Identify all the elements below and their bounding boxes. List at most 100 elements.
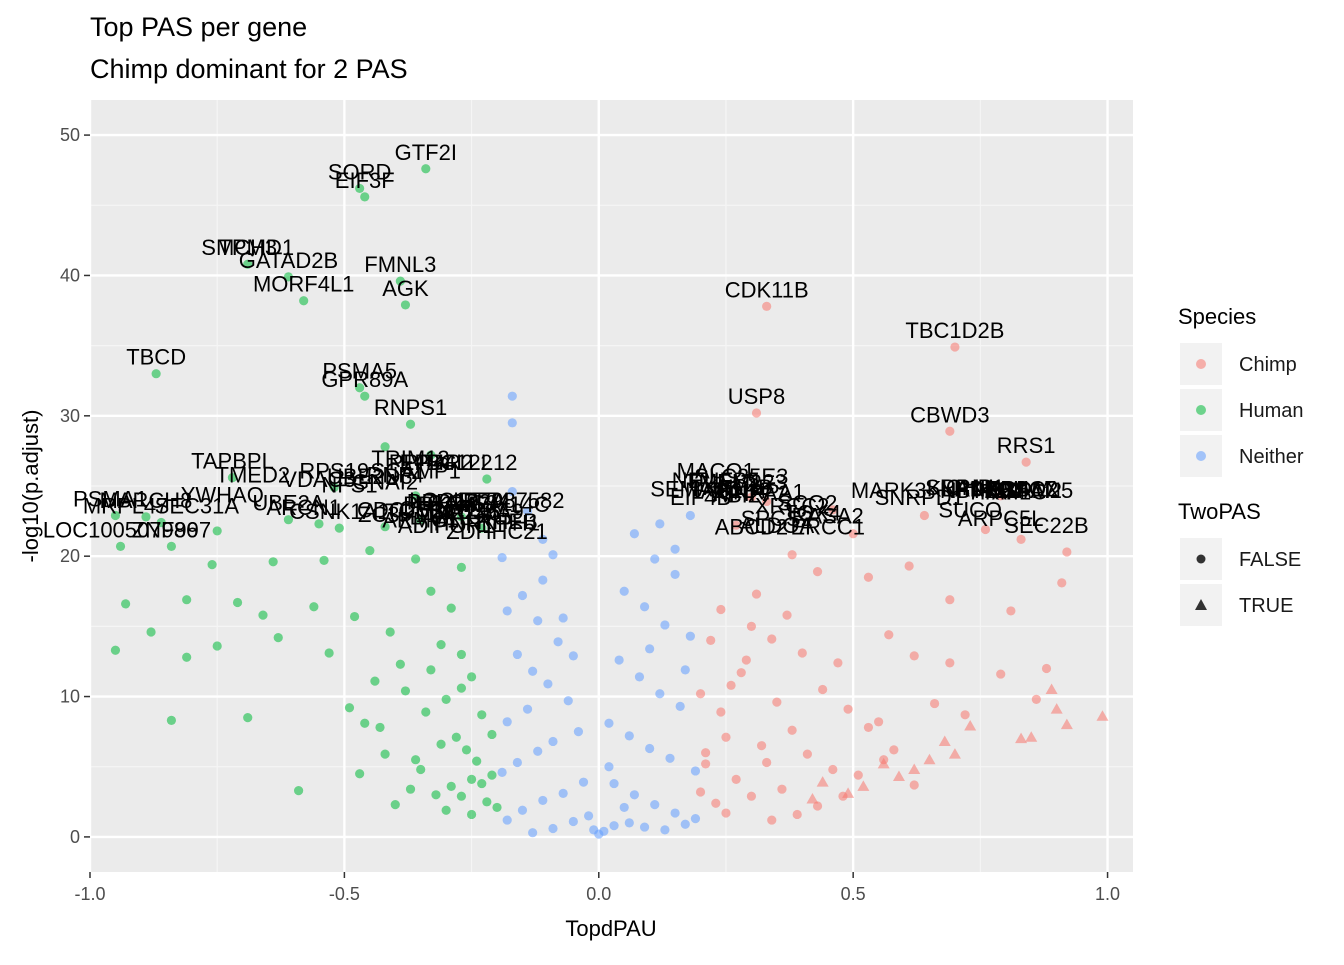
data-point — [497, 552, 507, 563]
data-point — [701, 748, 711, 758]
data-point — [670, 544, 680, 554]
gene-label: SNRPD1 — [875, 485, 964, 510]
legend-title: Species — [1178, 304, 1256, 329]
data-point — [466, 672, 477, 682]
data-point — [355, 183, 365, 194]
data-point — [502, 606, 512, 616]
data-point — [553, 637, 563, 647]
data-point — [421, 164, 431, 174]
data-point — [416, 764, 426, 775]
data-point — [334, 523, 344, 533]
legend-swatch-triangle — [1195, 599, 1207, 610]
legend-swatch — [1196, 359, 1206, 369]
data-point — [344, 703, 355, 713]
y-tick-label: 40 — [60, 265, 80, 285]
data-point — [812, 801, 823, 811]
data-point — [227, 472, 238, 483]
gene-label: RASA2 — [792, 503, 864, 528]
data-point-triangle — [938, 735, 951, 746]
gene-label: ARCN1 — [266, 495, 341, 520]
data-point — [563, 696, 573, 706]
gene-label: HNRNPH1 — [434, 510, 540, 535]
data-point — [767, 634, 777, 644]
data-point — [782, 610, 792, 620]
data-point — [690, 766, 701, 776]
data-point — [110, 645, 121, 655]
data-point — [380, 522, 390, 532]
gene-label: ANKRD17 — [955, 477, 1056, 502]
data-point — [243, 713, 253, 723]
data-point — [909, 780, 919, 790]
data-point — [405, 784, 416, 794]
data-point — [558, 613, 568, 623]
data-point — [212, 641, 222, 651]
data-point-triangle — [908, 763, 921, 775]
x-tick-label: 0.5 — [841, 884, 866, 904]
data-point — [980, 524, 991, 535]
data-point — [360, 192, 370, 202]
data-point — [436, 739, 446, 749]
gene-label: TRIM13 — [371, 446, 449, 471]
data-point — [945, 658, 955, 668]
data-point — [446, 781, 456, 791]
data-point — [680, 819, 690, 829]
data-point — [533, 746, 543, 756]
y-tick-label: 50 — [60, 125, 80, 145]
chart-title: Top PAS per gene — [90, 12, 307, 42]
data-point-triangle — [964, 720, 977, 731]
data-point — [355, 769, 365, 779]
gene-label: SEMA4C — [650, 477, 741, 502]
data-point — [655, 689, 665, 699]
legend-swatch — [1196, 451, 1206, 461]
data-point — [182, 652, 192, 662]
data-point — [950, 342, 960, 352]
data-point — [685, 631, 695, 641]
data-point — [456, 512, 467, 522]
data-point — [121, 599, 131, 609]
data-point — [818, 684, 828, 695]
gene-label: ADIPOR1 — [398, 513, 495, 538]
data-point — [487, 729, 497, 740]
data-point — [115, 541, 126, 551]
data-point — [619, 586, 629, 596]
data-point — [670, 808, 680, 818]
gene-label: RHEB — [477, 509, 538, 534]
gene-label: NBPF9 — [940, 478, 1011, 503]
data-point — [385, 627, 395, 637]
gene-label: MRPL47 — [83, 493, 169, 518]
data-point — [929, 698, 940, 709]
data-point — [874, 717, 884, 727]
gene-label: MACO1 — [677, 458, 755, 483]
gene-label: SLC35E3 — [694, 464, 788, 489]
data-point-triangle — [816, 776, 829, 787]
data-point — [528, 666, 538, 676]
data-point — [411, 491, 421, 501]
data-point — [741, 655, 751, 665]
data-point — [110, 510, 121, 521]
gene-label: IFT122 — [951, 478, 1021, 503]
data-point — [716, 604, 726, 615]
data-point — [599, 826, 609, 836]
data-point-triangle — [948, 748, 961, 759]
data-point — [548, 736, 558, 747]
data-point — [456, 562, 467, 573]
data-point — [670, 569, 680, 580]
data-point — [762, 301, 772, 311]
data-point — [1016, 534, 1026, 544]
data-point — [884, 630, 894, 640]
data-point — [477, 523, 487, 533]
data-point — [400, 686, 411, 696]
data-point — [996, 669, 1006, 679]
legend-label: Chimp — [1239, 354, 1297, 376]
gene-label: GPR89A — [321, 367, 408, 392]
data-point — [477, 778, 487, 789]
data-point — [517, 805, 528, 815]
data-point — [146, 627, 156, 637]
data-point — [777, 784, 787, 794]
data-point — [487, 770, 497, 780]
gene-label: EIF3F — [335, 168, 395, 193]
data-point — [634, 672, 645, 682]
data-point — [538, 575, 548, 585]
data-point — [751, 408, 762, 418]
